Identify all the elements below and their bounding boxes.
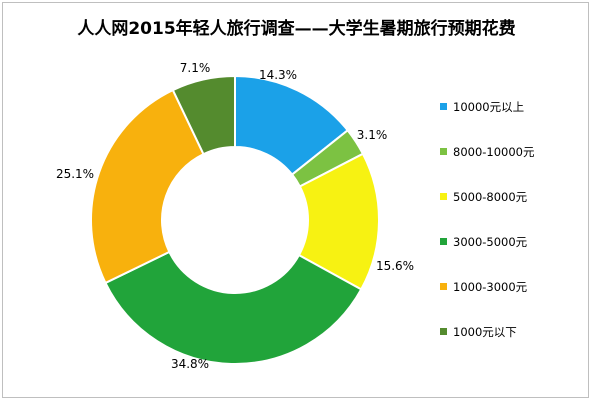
slice-5 <box>171 74 236 156</box>
legend-swatch <box>440 328 447 335</box>
slice-label-5: 7.1% <box>180 61 211 75</box>
slice-label-4: 25.1% <box>56 167 94 181</box>
chart-title: 人人网2015年轻人旅行调查——大学生暑期旅行预期花费 <box>77 19 516 39</box>
slice-label-3: 34.8% <box>171 357 209 371</box>
slice-label-2: 15.6% <box>376 259 414 273</box>
slices-group <box>90 74 380 365</box>
legend-label: 5000-8000元 <box>453 190 528 204</box>
legend-label: 8000-10000元 <box>453 145 535 159</box>
slice-label-0: 14.3% <box>259 68 297 82</box>
legend-swatch <box>440 238 447 245</box>
slice-label-1: 3.1% <box>357 128 388 142</box>
legend-swatch <box>440 193 447 200</box>
legend-label: 1000元以下 <box>453 325 517 339</box>
slice-4 <box>90 88 205 285</box>
legend-label: 3000-5000元 <box>453 235 528 249</box>
legend-swatch <box>440 103 447 110</box>
labels-group: 14.3% 3.1% 15.6% 34.8% 25.1% 7.1% <box>56 61 414 371</box>
legend-swatch <box>440 148 447 155</box>
legend-swatch <box>440 283 447 290</box>
legend-label: 10000元以上 <box>453 100 525 114</box>
slice-3 <box>104 250 363 365</box>
legend-label: 1000-3000元 <box>453 280 528 294</box>
